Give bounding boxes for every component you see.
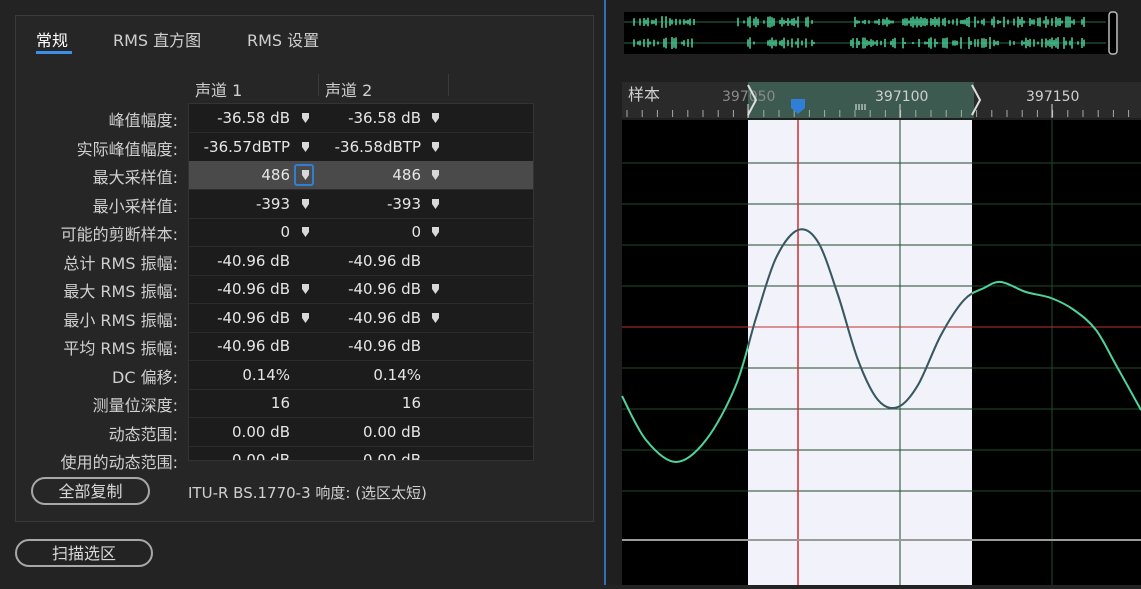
table-row[interactable]: 0.00 dB 0.00 dB [189, 418, 533, 447]
marker-pin-icon[interactable] [431, 169, 440, 181]
channel-2-value: -40.96 dB [348, 251, 421, 270]
channel-2-value: 0.14% [373, 365, 421, 384]
channel-2-value: 0.00 dB [363, 422, 421, 441]
stat-label: 实际峰值幅度: [76, 139, 178, 159]
ruler-selection-range [748, 82, 974, 118]
channel-1-value: 0 [280, 223, 290, 241]
table-row[interactable]: -40.96 dB -40.96 dB [189, 304, 533, 333]
channel-1-value: -393 [255, 194, 290, 213]
overview-handle [1108, 11, 1118, 55]
stat-label: 可能的剪断样本: [60, 225, 178, 244]
channel-2-value: -36.58 dB [348, 109, 421, 127]
channel-2-value: 486 [392, 166, 421, 184]
waveform-trace-selected [748, 228, 972, 410]
channel-2-value: 16 [401, 394, 421, 412]
table-row[interactable]: -40.96 dB -40.96 dB [189, 247, 533, 276]
playhead-marker [791, 99, 805, 114]
marker-pin-icon[interactable] [301, 226, 310, 238]
marker-pin-icon[interactable] [431, 141, 440, 153]
overview-strip [624, 12, 1116, 54]
stat-label: DC 偏移: [112, 367, 178, 387]
marker-pin-icon[interactable] [301, 141, 310, 153]
ruler-zoom-grip [855, 104, 866, 110]
panel-divider[interactable] [604, 0, 606, 585]
channel-1-value: 0.14% [242, 365, 290, 384]
channel-2-value: 0.00 dB [363, 451, 421, 461]
channel-2-value: -40.96 dB [348, 280, 421, 298]
waveform-editor[interactable]: 样本 397050 397100 397150 [606, 0, 1141, 585]
stat-label: 测量位深度: [92, 396, 178, 415]
marker-pin-icon[interactable] [301, 198, 310, 210]
table-row[interactable]: 16 16 [189, 389, 533, 418]
amplitude-statistics-panel: 常规 RMS 直方图 RMS 设置 声道 1 声道 2 峰值幅度: 实际峰值幅度:… [15, 15, 594, 567]
channel-1-value: -40.96 dB [217, 251, 290, 270]
ruler-unit-label: 样本 [628, 85, 660, 104]
marker-pin-icon[interactable] [301, 169, 310, 181]
channel-1-value: 0.00 dB [232, 451, 290, 461]
active-tab-indicator [36, 51, 72, 54]
table-row[interactable]: 0.00 dB 0.00 dB [189, 446, 533, 461]
marker-pin-icon[interactable] [431, 112, 440, 124]
stat-label: 最小采样值: [92, 196, 178, 216]
stat-label: 最大采样值: [92, 168, 178, 187]
channel-2-value: -40.96 dB [348, 308, 421, 327]
channel-1-value: -40.96 dB [217, 337, 290, 355]
channel-1-value: 0.00 dB [232, 422, 290, 441]
table-row[interactable]: 0.14% 0.14% [189, 361, 533, 390]
focused-pin-outline [294, 164, 314, 186]
tab-general[interactable]: 常规 [36, 31, 69, 50]
channel-1-value: -40.96 dB [217, 308, 290, 327]
loudness-note: ITU-R BS.1770-3 响度: (选区太短) [188, 484, 427, 502]
table-row[interactable]: 486 486 [189, 161, 533, 190]
channel-1-value: -36.58 dB [217, 109, 290, 127]
channel-1-value: 486 [261, 166, 290, 184]
selection-end-handle [971, 84, 982, 116]
table-row[interactable]: -36.58 dB -36.58 dB [189, 104, 533, 133]
table-row[interactable]: -40.96 dB -40.96 dB [189, 332, 533, 361]
stat-label: 使用的动态范围: [60, 453, 178, 472]
channel-1-value: -36.57dBTP [203, 137, 290, 156]
stat-label: 总计 RMS 振幅: [63, 253, 178, 273]
marker-pin-icon[interactable] [431, 312, 440, 324]
table-row[interactable]: -40.96 dB -40.96 dB [189, 275, 533, 304]
tab-rms-histogram[interactable]: RMS 直方图 [113, 31, 202, 50]
stat-label: 动态范围: [108, 424, 178, 444]
marker-pin-icon[interactable] [431, 283, 440, 295]
marker-pin-icon[interactable] [431, 226, 440, 238]
table-row[interactable]: -393 -393 [189, 190, 533, 219]
channel-2-value: -393 [386, 194, 421, 213]
ruler-tick-label: 397050 [722, 89, 775, 105]
copy-all-button[interactable]: 全部复制 [31, 477, 150, 505]
statistics-table[interactable]: -36.58 dB -36.58 dB -36.57dBTP -36.58dBTP 48… [188, 103, 534, 461]
table-row[interactable]: -36.57dBTP -36.58dBTP [189, 133, 533, 162]
stat-label: 平均 RMS 振幅: [63, 339, 178, 358]
waveform-view-svg: 样本 397050 397100 397150 [621, 11, 1141, 585]
ruler-tick-label: 397100 [875, 89, 928, 105]
column-header-channel-2: 声道 2 [325, 81, 373, 100]
channel-2-value: 0 [411, 223, 421, 241]
column-divider [318, 74, 319, 96]
ruler-tick-label: 397150 [1026, 89, 1079, 105]
channel-2-value: -36.58dBTP [334, 137, 421, 156]
tab-rms-settings[interactable]: RMS 设置 [247, 31, 320, 50]
selection-start-handle [747, 84, 758, 116]
stat-label: 峰值幅度: [108, 111, 178, 130]
marker-pin-icon[interactable] [301, 283, 310, 295]
waveform-grid [622, 120, 1141, 585]
marker-pin-icon[interactable] [301, 112, 310, 124]
channel-1-value: 16 [270, 394, 290, 412]
scan-selection-button[interactable]: 扫描选区 [15, 539, 153, 567]
marker-pin-icon[interactable] [301, 312, 310, 324]
channel-2-value: -40.96 dB [348, 337, 421, 355]
stat-label: 最大 RMS 振幅: [63, 282, 178, 301]
overview-waveform [624, 16, 1106, 49]
channel-1-value: -40.96 dB [217, 280, 290, 298]
column-header-channel-1: 声道 1 [195, 81, 243, 100]
column-divider [448, 74, 449, 96]
stat-label: 最小 RMS 振幅: [63, 310, 178, 330]
marker-pin-icon[interactable] [431, 198, 440, 210]
selection-highlight [748, 120, 972, 585]
